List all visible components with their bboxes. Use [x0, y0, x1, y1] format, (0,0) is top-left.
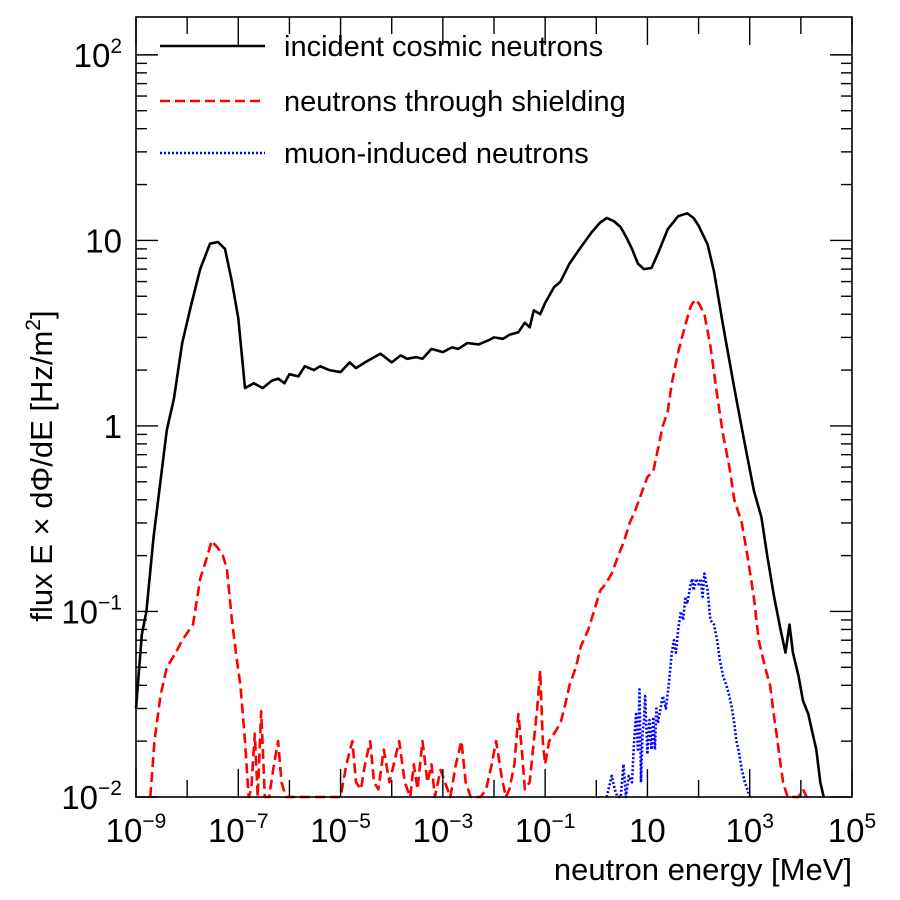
legend: incident cosmic neutrons neutrons throug…	[160, 31, 626, 170]
series-line-muon	[605, 572, 751, 799]
y-tick-label: 10	[85, 222, 122, 259]
x-tick-label: 10−3	[413, 810, 474, 849]
legend-label-shielding: neutrons through shielding	[284, 86, 626, 118]
series-line-shielding	[149, 298, 808, 799]
x-tick-label: 10	[629, 812, 666, 849]
x-tick-label: 10−9	[106, 810, 167, 849]
legend-label-incident: incident cosmic neutrons	[284, 31, 603, 63]
legend-label-muon: muon-induced neutrons	[284, 138, 589, 170]
series-layer	[134, 212, 825, 799]
plot-frame	[135, 16, 853, 798]
legend-item-shielding: neutrons through shielding	[160, 86, 626, 118]
x-tick-label: 10−5	[310, 810, 371, 849]
y-axis-title-end: ]	[24, 310, 59, 319]
legend-item-muon: muon-induced neutrons	[160, 138, 589, 170]
y-axis-title-superscript: 2	[22, 319, 45, 331]
legend-item-incident: incident cosmic neutrons	[160, 31, 603, 63]
series-line-incident	[134, 212, 825, 798]
ticks-layer	[135, 17, 853, 798]
y-axis-title: flux E × dΦ/dE [Hz/m2]	[22, 310, 59, 621]
x-axis-title: neutron energy [MeV]	[554, 852, 852, 887]
y-tick-label: 10−2	[61, 777, 122, 816]
y-tick-labels: 10−2 10−1 1 10 102	[61, 35, 122, 816]
x-tick-label: 10−7	[208, 810, 269, 849]
x-tick-labels: 10−9 10−7 10−5 10−3 10−1 10 103 105	[106, 810, 877, 849]
x-tick-label: 10−1	[515, 810, 576, 849]
y-tick-label: 102	[74, 35, 122, 74]
y-axis-title-main: flux E × dΦ/dE [Hz/m	[24, 331, 59, 622]
y-tick-label: 1	[104, 408, 122, 445]
x-tick-label: 103	[726, 810, 774, 849]
y-tick-label: 10−1	[61, 591, 122, 630]
x-tick-label: 105	[828, 810, 876, 849]
